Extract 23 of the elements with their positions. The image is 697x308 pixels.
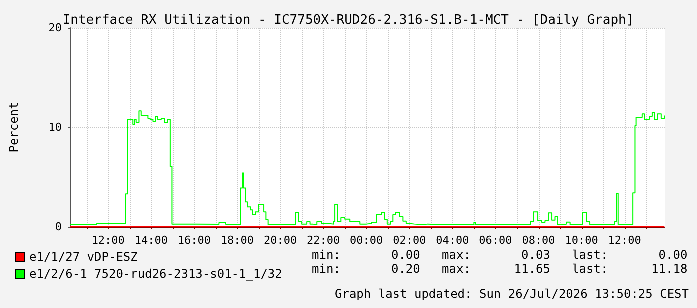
legend-label: e1/2/6-1 7520-rud26-2313-s01-1_1/32	[30, 267, 282, 281]
y-axis-title: Percent	[7, 102, 21, 153]
x-tick-label: 04:00	[436, 234, 470, 247]
x-tick-label: 02:00	[393, 234, 426, 247]
chart-title: Interface RX Utilization - IC7750X-RUD26-2.316-S1.B-1-MCT - [Daily Graph]	[62, 13, 634, 28]
x-tick-label: 06:00	[479, 234, 512, 247]
x-tick-label: 00:00	[350, 234, 384, 247]
y-tick-label: 20	[48, 22, 62, 34]
x-tick-label: 20:00	[264, 234, 298, 247]
x-tick-label: 12:00	[92, 234, 125, 247]
x-tick-label: 12:00	[608, 234, 642, 247]
text: min: 0.00 max: 0.03 last: 0.00	[312, 248, 688, 262]
x-tick-label: 08:00	[522, 234, 556, 247]
y-tick-label: 10	[48, 121, 62, 134]
text: min: 0.20 max: 11.65 last: 11.18	[312, 262, 688, 276]
x-tick-label: 14:00	[134, 234, 168, 247]
x-tick-label: 16:00	[178, 234, 212, 247]
y-tick-label: 0	[55, 220, 62, 234]
x-tick-label: 18:00	[220, 234, 254, 247]
text: Graph last updated: Sun 26/Jul/2026 13:50:25 CEST	[334, 287, 690, 301]
x-tick-label: 22:00	[307, 234, 340, 247]
legend-label: e1/1/27 vDP-ESZ	[30, 250, 138, 264]
x-tick-label: 10:00	[565, 234, 598, 247]
